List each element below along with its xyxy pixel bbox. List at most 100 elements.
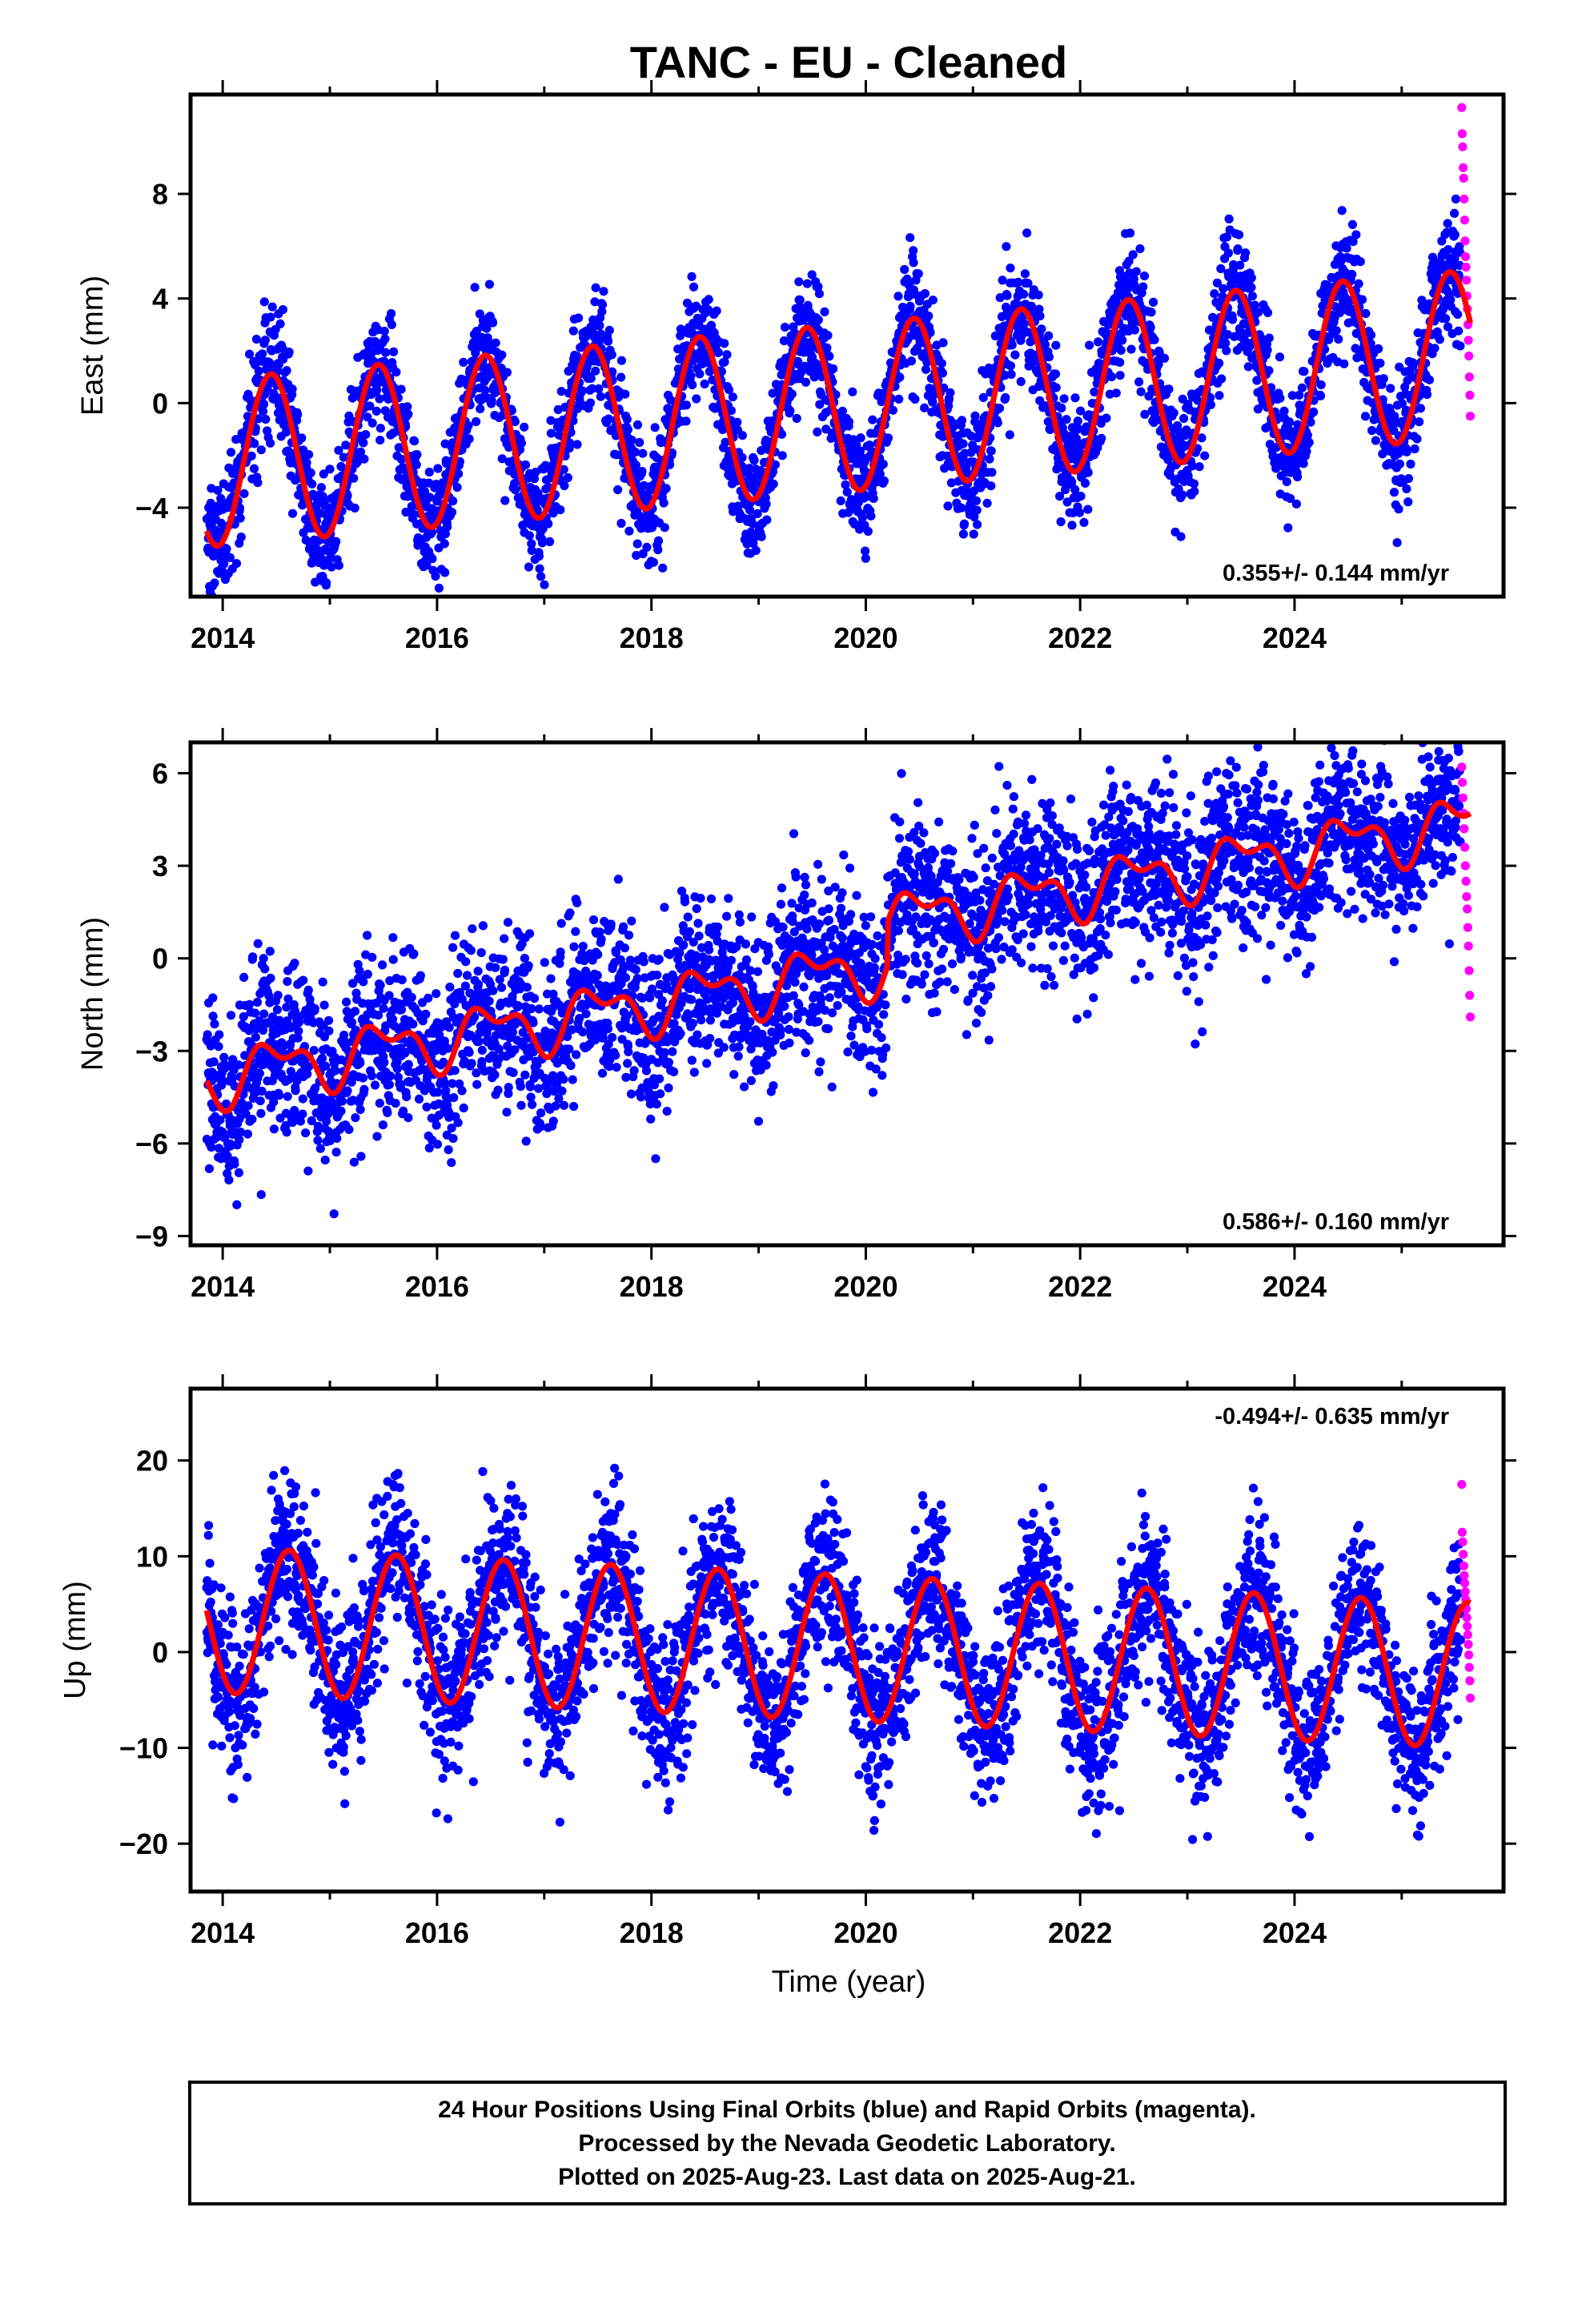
north-final-point [504, 1083, 513, 1092]
east-final-point [825, 352, 834, 361]
east-final-point [559, 464, 568, 474]
east-final-point [937, 359, 946, 368]
east-final-point [1131, 267, 1141, 276]
east-final-point [653, 545, 663, 555]
east-final-point [987, 468, 997, 477]
east-final-point [545, 537, 555, 547]
east-final-point [412, 460, 421, 470]
east-final-point [780, 323, 790, 332]
east-final-point [695, 369, 705, 379]
east-final-point [502, 368, 512, 377]
east-final-point [620, 389, 630, 399]
north-final-point [496, 983, 507, 992]
east-final-point [1164, 384, 1174, 394]
north-final-point [207, 1142, 216, 1152]
east-final-point [597, 307, 607, 316]
north-final-point [255, 1096, 265, 1106]
north-final-point [252, 997, 263, 1007]
east-final-point [787, 389, 797, 399]
east-final-point [823, 331, 833, 340]
east-final-point [1221, 338, 1231, 348]
east-final-point [371, 406, 381, 416]
east-final-point [842, 487, 852, 497]
east-final-point [751, 545, 761, 556]
east-final-point [1299, 459, 1308, 468]
north-final-point [516, 1082, 525, 1092]
north-final-point [404, 1113, 413, 1123]
east-final-point [231, 559, 242, 569]
east-final-point [1402, 447, 1411, 456]
east-final-point [1215, 358, 1224, 368]
east-final-point [688, 380, 697, 390]
east-final-point [938, 368, 947, 378]
east-final-point [365, 401, 375, 411]
east-final-point [1282, 477, 1291, 487]
north-final-point [214, 1042, 223, 1051]
east-final-point [928, 296, 938, 305]
east-final-point [879, 476, 889, 486]
east-final-point [520, 422, 529, 432]
east-final-point [278, 305, 287, 315]
north-final-point [416, 971, 425, 980]
east-final-point [616, 372, 626, 382]
east-final-point [491, 338, 500, 348]
north-final-point [484, 996, 494, 1006]
east-final-point [1130, 325, 1139, 335]
east-final-point [920, 403, 930, 412]
north-final-point [367, 952, 377, 962]
east-x-tick-label: 2024 [1263, 621, 1327, 654]
east-final-point [748, 519, 757, 529]
east-rapid-point [1464, 372, 1474, 382]
east-final-point [1275, 352, 1285, 362]
east-final-point [1002, 242, 1011, 251]
east-final-point [540, 580, 549, 589]
north-final-point [388, 955, 398, 964]
east-final-point [1179, 413, 1189, 424]
east-final-point [910, 394, 920, 404]
north-final-point [283, 1092, 292, 1101]
east-final-point [420, 486, 430, 497]
north-final-point [581, 1009, 591, 1019]
east-final-point [1073, 416, 1082, 426]
east-final-point [829, 364, 838, 374]
east-y-tick-label: 4 [152, 283, 168, 316]
north-final-point [303, 985, 313, 995]
east-final-point [658, 563, 668, 573]
east-final-point [590, 297, 600, 307]
north-final-point [397, 975, 407, 985]
east-final-point [1331, 326, 1341, 336]
east-final-point [969, 529, 978, 539]
north-final-point [266, 973, 275, 983]
east-final-point [1252, 376, 1262, 385]
east-final-point [878, 460, 888, 469]
east-final-point [866, 511, 876, 521]
east-final-point [943, 501, 953, 511]
north-final-point [303, 1166, 313, 1176]
north-final-point [536, 1108, 546, 1118]
east-final-point [546, 416, 556, 425]
north-final-point [432, 1120, 441, 1130]
east-final-point [686, 371, 696, 380]
east-final-point [1223, 248, 1233, 258]
east-final-point [275, 319, 285, 328]
east-final-point [1316, 380, 1326, 390]
north-final-point [232, 1200, 242, 1209]
north-final-point [572, 898, 582, 907]
east-final-point [681, 400, 692, 410]
east-final-point [1374, 344, 1383, 354]
east-final-point [895, 372, 905, 382]
east-final-point [857, 513, 867, 522]
east-final-point [1235, 230, 1244, 239]
east-final-point [448, 497, 458, 506]
north-final-point [367, 1071, 376, 1080]
east-final-point [396, 455, 407, 464]
north-final-point [230, 1160, 239, 1169]
east-final-point [1450, 230, 1460, 239]
east-final-point [921, 364, 931, 374]
east-final-point [1094, 337, 1103, 347]
north-final-point [578, 1027, 588, 1037]
east-final-point [1422, 390, 1432, 400]
north-final-point [224, 1175, 234, 1184]
east-final-point [245, 349, 255, 359]
east-final-point [863, 526, 873, 537]
